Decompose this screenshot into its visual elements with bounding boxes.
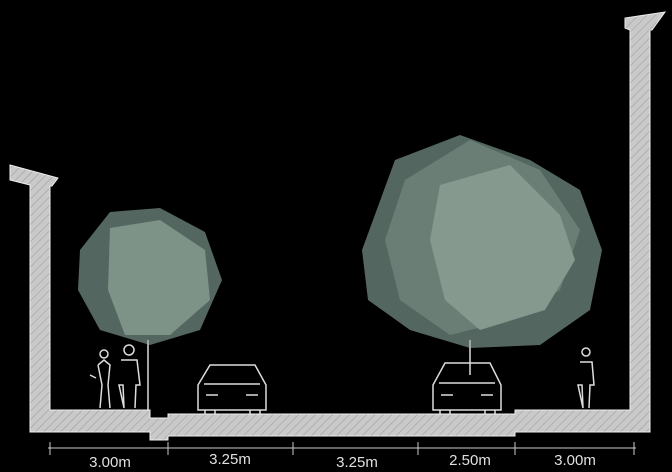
ground-section [9, 11, 667, 441]
car-left [197, 364, 267, 416]
dimension-label: 3.00m [89, 454, 131, 471]
dimension-label: 3.25m [209, 451, 251, 468]
pedestrians [89, 344, 595, 409]
tree-right [362, 135, 602, 375]
tree-left [78, 208, 222, 410]
dimension-label: 2.50m [449, 452, 491, 469]
car-right [432, 362, 502, 416]
dimension-line [48, 442, 636, 455]
dimension-label: 3.00m [554, 452, 596, 469]
dimension-label: 3.25m [336, 454, 378, 471]
